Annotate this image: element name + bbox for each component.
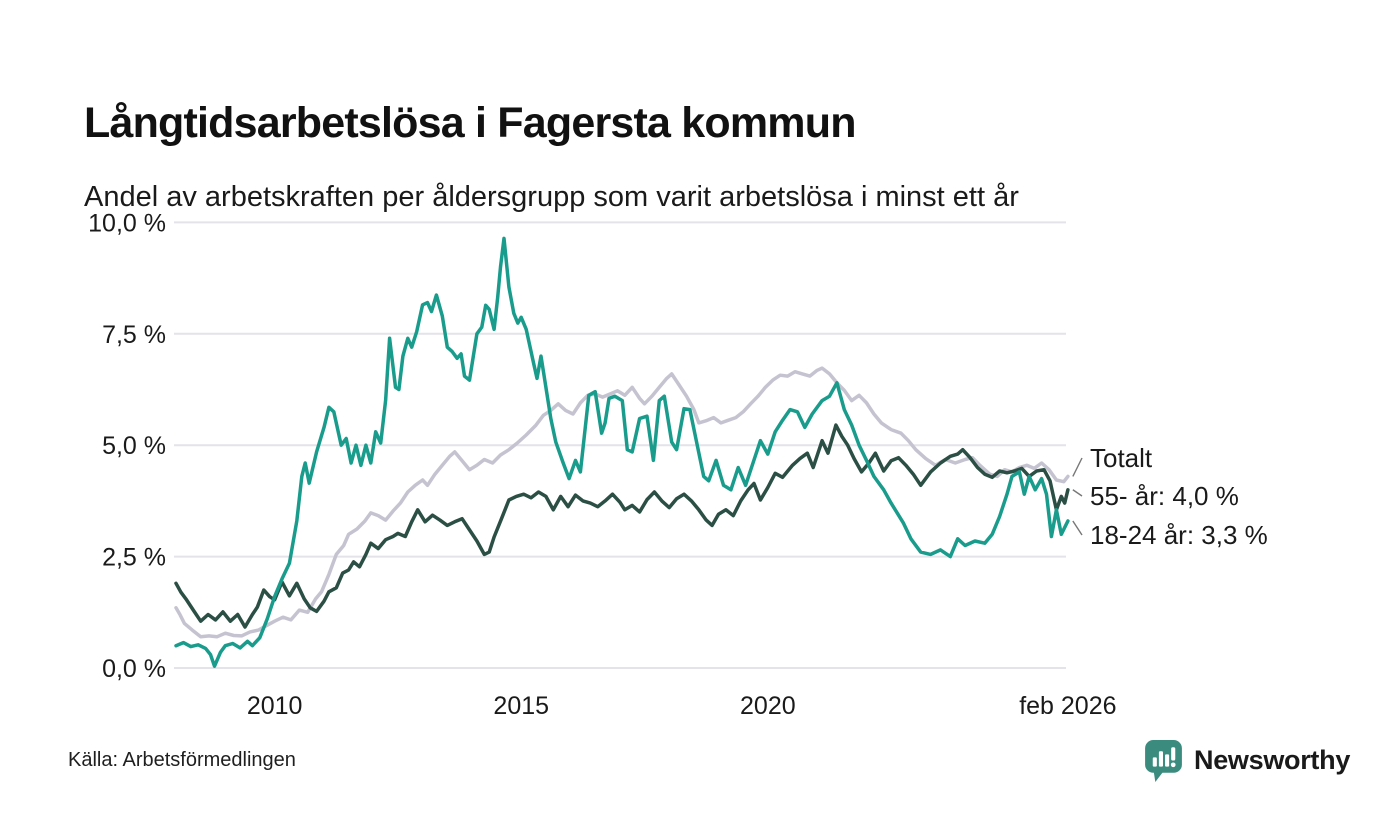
x-tick-label: 2010 [247, 692, 303, 720]
series-end-label: 55- år: 4,0 % [1090, 481, 1239, 511]
y-tick-label: 0,0 % [102, 655, 166, 683]
legend-leader-line [1072, 457, 1083, 477]
y-tick-label: 10,0 % [88, 209, 166, 237]
series-line-totalt [174, 366, 1070, 639]
series-end-label: Totalt [1090, 443, 1153, 473]
y-tick-label: 7,5 % [102, 321, 166, 349]
y-tick-label: 5,0 % [102, 432, 166, 460]
series-end-label: 18-24 år: 3,3 % [1090, 520, 1268, 550]
legend-leader-line [1072, 520, 1083, 536]
x-tick-label: feb 2026 [1019, 692, 1116, 720]
page-subtitle: Andel av arbetskraften per åldersgrupp s… [84, 181, 1019, 213]
y-tick-label: 2,5 % [102, 544, 166, 572]
series-line-55-r [174, 423, 1070, 629]
newsworthy-logo: Newsworthy [1143, 738, 1350, 783]
legend-leader-line [1072, 489, 1083, 497]
x-tick-label: 2020 [740, 692, 796, 720]
source-note: Källa: Arbetsförmedlingen [68, 749, 296, 771]
series-line-18-24-r [174, 236, 1070, 668]
x-tick-label: 2015 [493, 692, 549, 720]
brand-name: Newsworthy [1194, 745, 1351, 775]
page-title: Långtidsarbetslösa i Fagersta kommun [84, 98, 856, 147]
bar-chart-speech-bubble-icon [1143, 738, 1184, 783]
